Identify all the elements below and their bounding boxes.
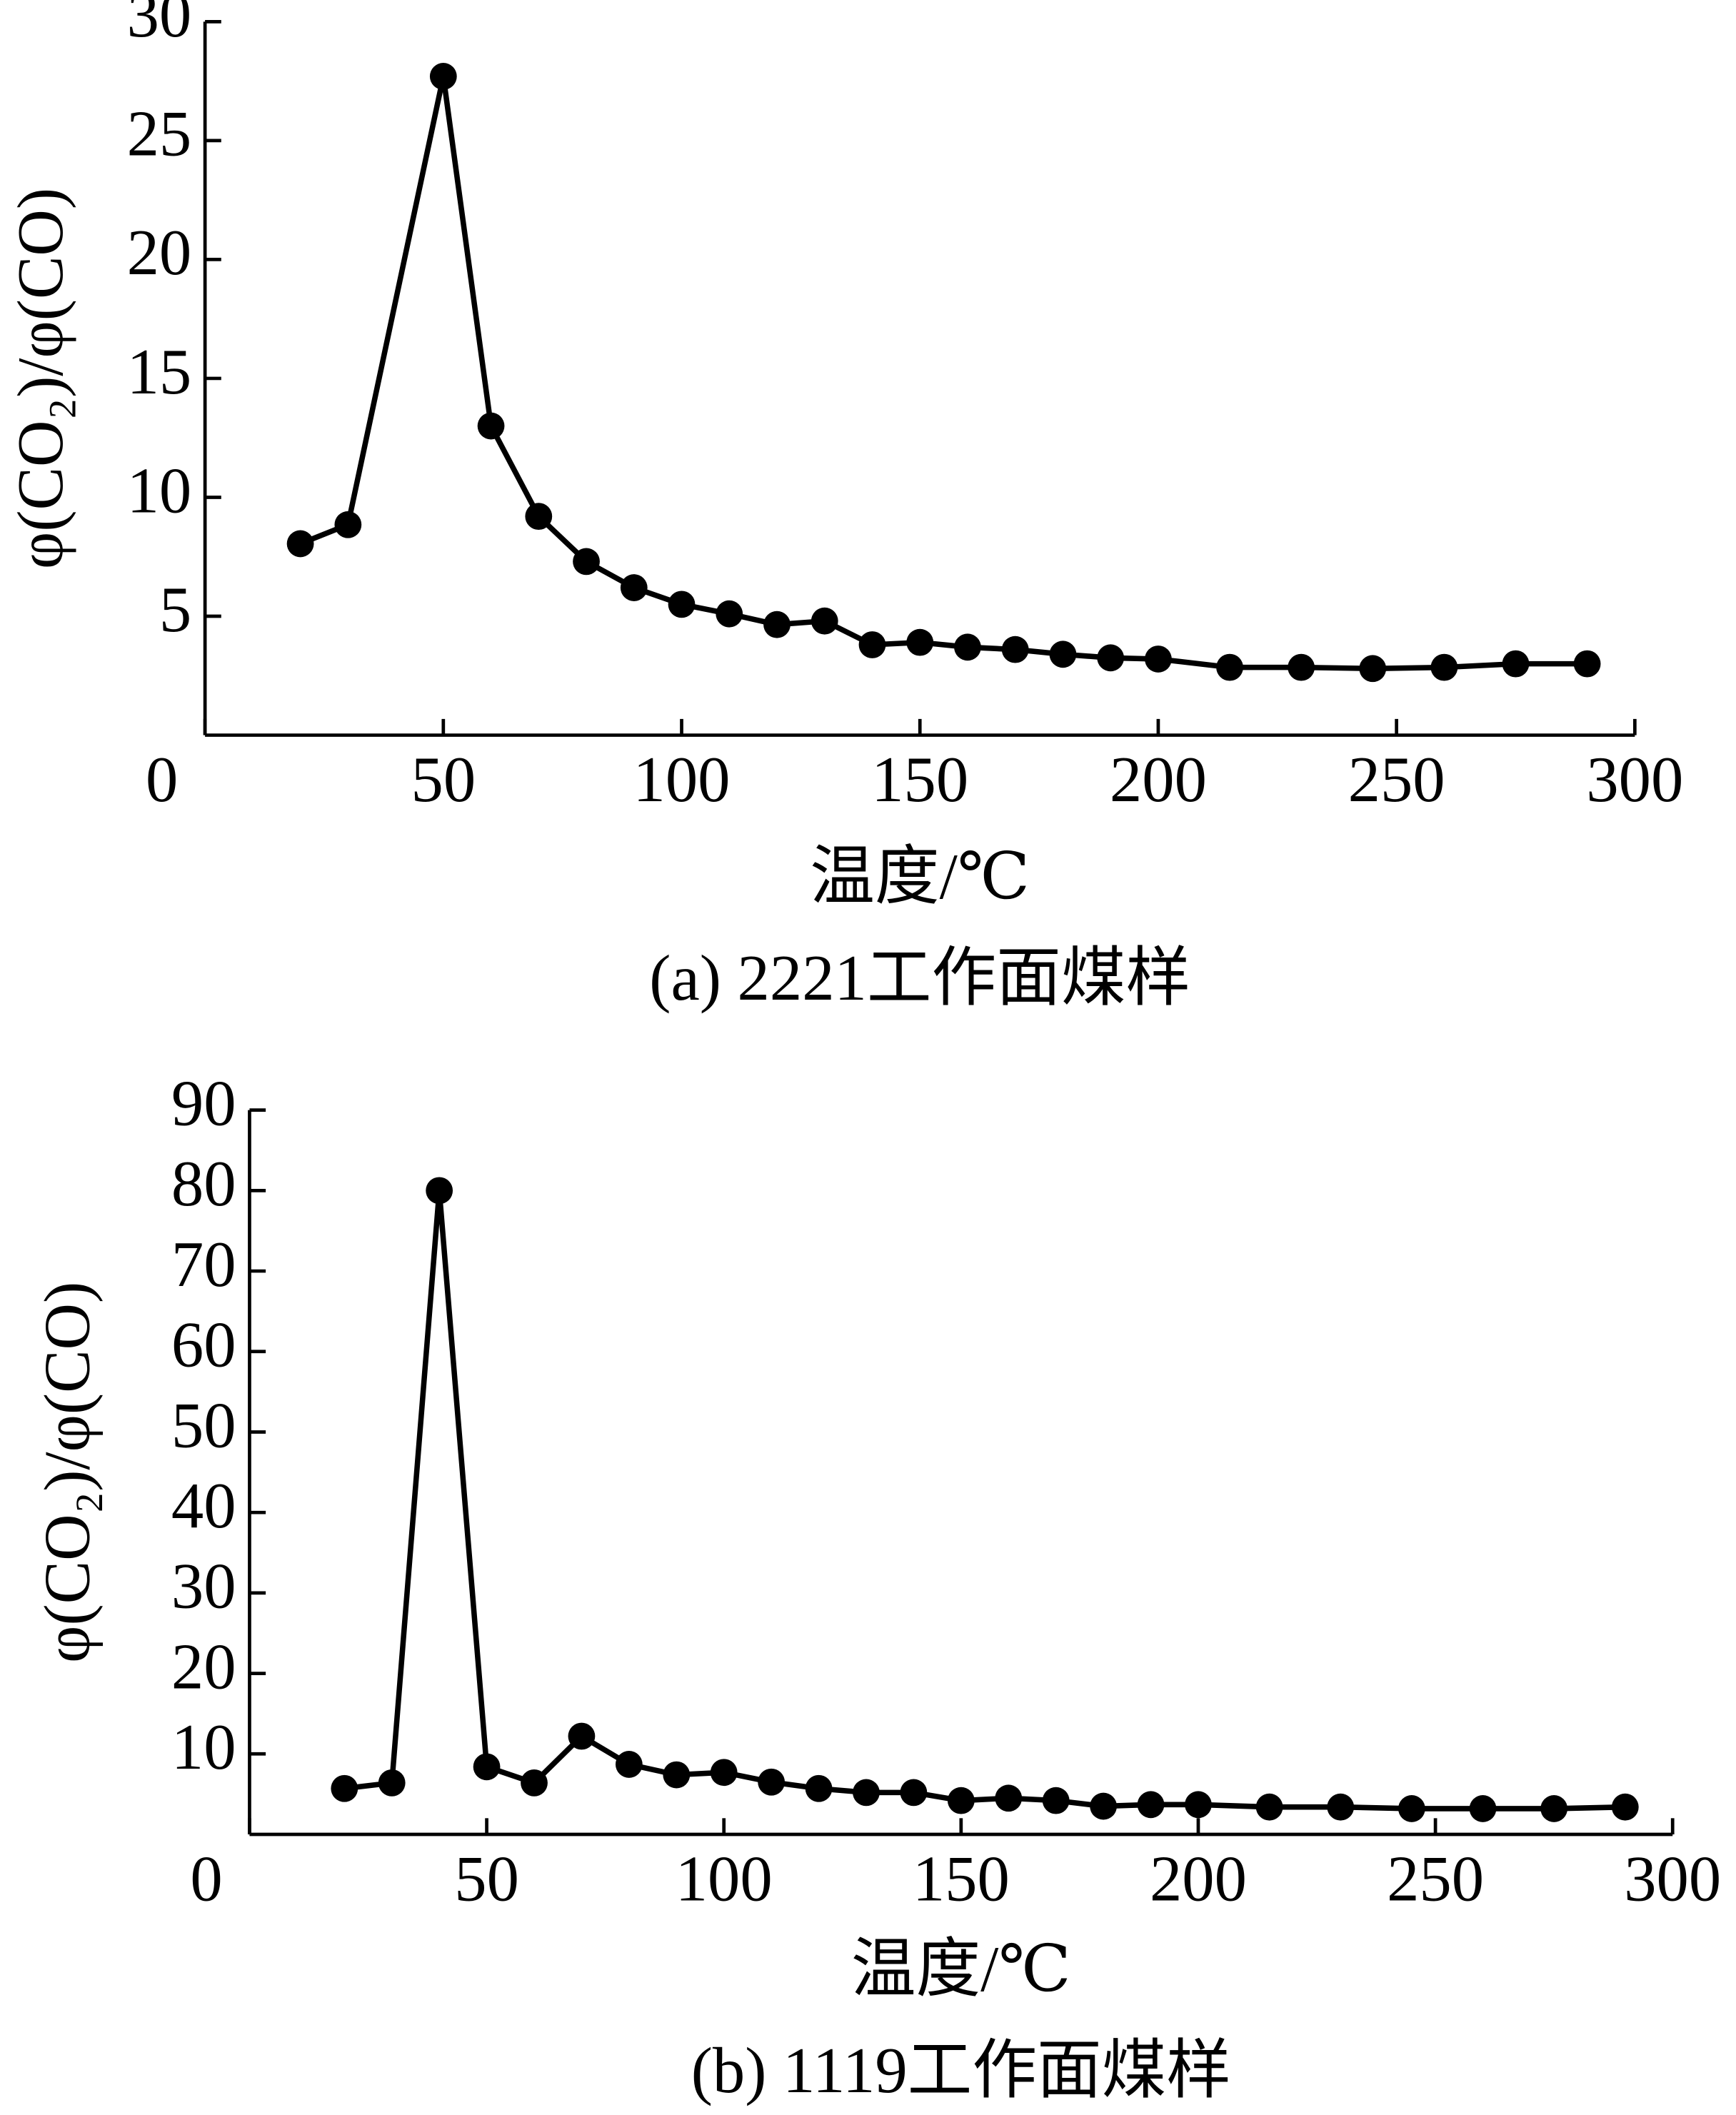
data-point xyxy=(620,574,648,601)
x-tick-label: 250 xyxy=(1387,1843,1484,1915)
data-point xyxy=(477,412,505,440)
data-point xyxy=(1502,650,1530,678)
data-point xyxy=(525,503,553,531)
x-tick-label: 50 xyxy=(454,1843,519,1915)
x-tick-label: 300 xyxy=(1624,1843,1721,1915)
data-point xyxy=(1398,1795,1425,1822)
y-tick-label: 20 xyxy=(171,1630,236,1702)
data-point xyxy=(1573,650,1601,678)
data-point xyxy=(1216,653,1243,681)
x-tick-label: 0 xyxy=(190,1843,222,1915)
y-axis-label: φ(CO₂)/φ(CO) xyxy=(31,1282,104,1663)
x-tick-label: 0 xyxy=(146,743,178,815)
y-tick-label: 10 xyxy=(171,1711,236,1783)
data-line xyxy=(343,1190,1625,1812)
data-point xyxy=(1042,1787,1070,1814)
data-point xyxy=(573,548,600,576)
data-point xyxy=(1255,1793,1283,1821)
data-point xyxy=(858,631,886,658)
data-point xyxy=(853,1779,880,1807)
data-point xyxy=(1469,1795,1497,1822)
data-point xyxy=(1001,635,1029,663)
data-point xyxy=(426,1177,453,1205)
data-point xyxy=(900,1779,928,1807)
x-tick-label: 50 xyxy=(411,743,476,815)
x-tick-label: 150 xyxy=(913,1843,1010,1915)
data-point xyxy=(1090,1792,1117,1820)
data-point xyxy=(1327,1793,1355,1821)
data-point xyxy=(1288,653,1315,681)
data-point xyxy=(805,1774,833,1802)
data-point xyxy=(906,628,934,656)
x-axis-label: 温度/℃ xyxy=(810,840,1030,913)
data-point xyxy=(758,1768,786,1796)
data-point xyxy=(473,1753,501,1781)
y-tick-label: 40 xyxy=(171,1470,236,1542)
y-tick-label: 50 xyxy=(171,1389,236,1461)
x-tick-label: 250 xyxy=(1348,743,1445,815)
data-point xyxy=(668,591,696,618)
data-point xyxy=(716,600,743,628)
data-point xyxy=(947,1787,975,1814)
y-tick-label: 30 xyxy=(171,1550,236,1622)
data-point xyxy=(763,611,791,638)
data-point xyxy=(615,1751,643,1778)
data-point xyxy=(1049,640,1077,668)
data-point xyxy=(811,607,838,635)
x-tick-label: 100 xyxy=(676,1843,773,1915)
data-point xyxy=(1359,655,1387,683)
x-tick-label: 100 xyxy=(633,743,731,815)
x-axis-label: 温度/℃ xyxy=(851,1933,1071,2005)
x-tick-label: 300 xyxy=(1586,743,1683,815)
x-tick-label: 200 xyxy=(1150,1843,1247,1915)
x-tick-label: 150 xyxy=(871,743,968,815)
x-tick-label: 200 xyxy=(1110,743,1207,815)
data-point xyxy=(521,1769,548,1797)
data-point xyxy=(1145,645,1172,673)
data-point xyxy=(378,1769,406,1797)
data-point xyxy=(1611,1793,1639,1821)
data-point xyxy=(334,511,362,538)
y-axis-label: φ(CO₂)/φ(CO) xyxy=(4,188,76,569)
data-point xyxy=(1430,653,1458,681)
y-tick-label: 90 xyxy=(171,1067,236,1139)
data-point xyxy=(995,1784,1023,1812)
y-tick-label: 5 xyxy=(159,573,191,645)
data-point xyxy=(663,1761,691,1789)
y-tick-label: 20 xyxy=(127,216,192,288)
y-tick-label: 80 xyxy=(171,1147,236,1220)
data-point xyxy=(1137,1791,1165,1819)
data-point xyxy=(331,1774,358,1802)
y-tick-label: 70 xyxy=(171,1228,236,1300)
data-point xyxy=(568,1722,596,1750)
y-tick-label: 25 xyxy=(127,98,192,170)
data-point xyxy=(429,63,457,90)
data-point xyxy=(710,1759,738,1787)
data-point xyxy=(1540,1795,1568,1822)
caption: (b) 1119工作面煤样 xyxy=(691,2034,1231,2106)
data-point xyxy=(1185,1791,1212,1819)
caption: (a) 2221工作面煤样 xyxy=(649,942,1190,1014)
data-point xyxy=(286,530,314,558)
y-tick-label: 30 xyxy=(127,0,192,51)
data-line xyxy=(299,76,1587,672)
y-tick-label: 15 xyxy=(127,336,192,408)
data-point xyxy=(954,633,981,661)
y-tick-label: 60 xyxy=(171,1309,236,1381)
y-tick-label: 10 xyxy=(127,454,192,526)
data-point xyxy=(1097,644,1125,672)
